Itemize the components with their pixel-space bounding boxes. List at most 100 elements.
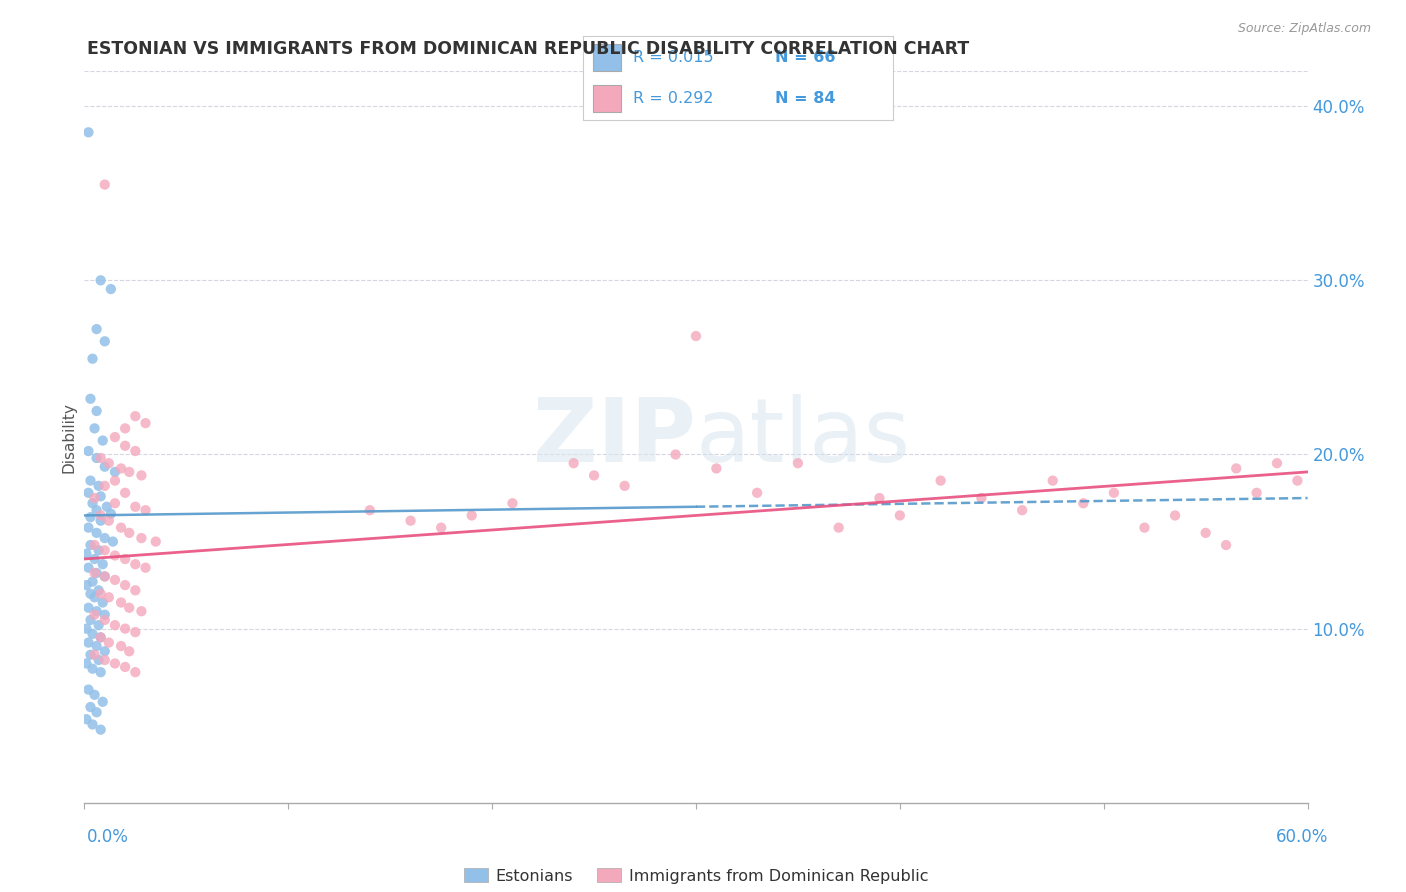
Point [79,474,101,488]
Point [1042,474,1064,488]
Point [104,657,127,671]
Point [124,500,146,514]
Point [82,627,104,641]
Point [104,618,127,632]
Text: 0.0%: 0.0% [87,828,129,846]
Point [97,514,120,528]
Point [75,578,97,592]
Point [93,644,115,658]
Point [430,521,453,535]
Point [104,465,127,479]
FancyBboxPatch shape [593,85,620,112]
Point [93,543,115,558]
Point [91,558,114,572]
Point [87,653,110,667]
Point [86,503,108,517]
Point [79,613,101,627]
Point [77,560,100,574]
Point [110,461,132,475]
Point [90,587,112,601]
Point [664,448,686,462]
Point [91,695,114,709]
Point [104,430,127,444]
Point [1011,503,1033,517]
Point [97,456,120,470]
Point [91,595,114,609]
Text: atlas: atlas [696,393,911,481]
Point [93,653,115,667]
Point [77,485,100,500]
Point [86,705,108,719]
Point [1265,456,1288,470]
Point [83,607,105,622]
Point [1215,538,1237,552]
Point [613,479,636,493]
Point [114,552,136,566]
Point [135,503,157,517]
Point [87,543,110,558]
Point [82,496,104,510]
Point [93,569,115,583]
Point [75,657,97,671]
Point [86,322,108,336]
Point [90,631,112,645]
Text: N = 84: N = 84 [775,91,835,106]
Point [747,485,769,500]
Point [114,485,136,500]
Point [83,688,105,702]
Point [501,496,523,510]
Point [562,456,585,470]
Point [359,503,381,517]
Point [87,479,110,493]
Point [86,604,108,618]
Point [87,618,110,632]
Point [131,468,153,483]
Point [90,508,112,523]
Point [93,607,115,622]
Point [93,531,115,545]
Point [1225,461,1247,475]
Y-axis label: Disability: Disability [60,401,76,473]
Point [82,717,104,731]
Point [96,500,118,514]
Point [75,622,97,636]
Point [889,508,911,523]
Point [1133,521,1156,535]
Point [929,474,952,488]
Point [114,421,136,435]
Point [124,444,146,458]
Point [114,439,136,453]
Point [118,644,141,658]
Text: 60.0%: 60.0% [1277,828,1329,846]
Point [124,583,146,598]
Point [83,566,105,580]
Point [114,578,136,592]
Point [79,700,101,714]
Point [93,569,115,583]
Point [83,538,105,552]
Point [82,662,104,676]
Point [90,273,112,287]
Point [86,639,108,653]
Text: R = 0.292: R = 0.292 [633,91,713,106]
Text: N = 66: N = 66 [775,50,835,65]
Point [90,723,112,737]
Point [114,660,136,674]
Point [704,461,728,475]
Point [77,682,100,697]
Point [90,631,112,645]
Point [124,558,146,572]
Point [79,510,101,524]
Point [79,587,101,601]
Point [87,583,110,598]
Point [93,334,115,349]
Point [114,622,136,636]
Point [77,600,100,615]
Text: ZIP: ZIP [533,393,696,481]
Point [97,591,120,605]
Point [77,635,100,649]
Point [82,574,104,589]
Point [93,459,115,474]
Point [104,573,127,587]
Point [79,538,101,552]
